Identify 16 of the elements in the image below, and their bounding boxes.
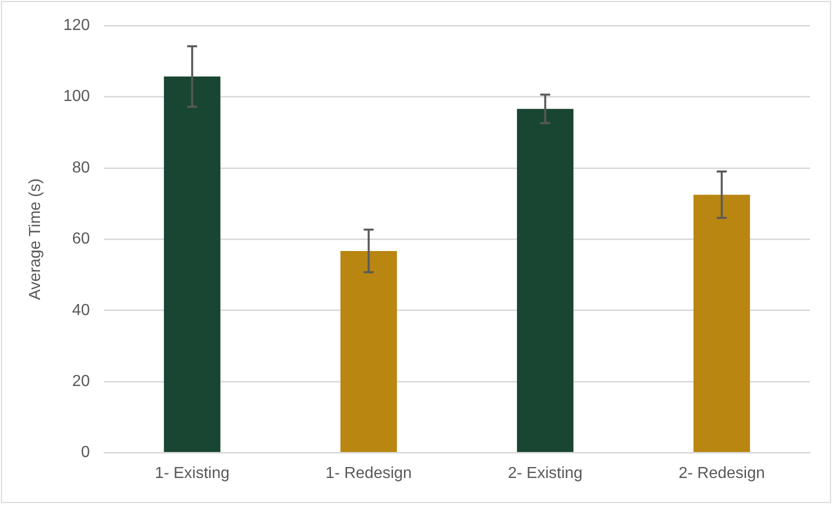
x-tick-label: 1- Redesign xyxy=(326,464,412,482)
y-axis-title: Average Time (s) xyxy=(27,178,44,300)
bar xyxy=(340,250,397,452)
y-tick-label: 40 xyxy=(72,302,90,319)
y-tick-label: 20 xyxy=(72,373,90,390)
bar xyxy=(693,194,750,452)
y-tick-label: 0 xyxy=(80,444,90,462)
y-tick-label: 80 xyxy=(72,159,90,176)
bar xyxy=(516,108,574,452)
y-tick-label: 60 xyxy=(72,230,90,248)
x-tick-label: 2- Existing xyxy=(508,464,583,482)
y-tick-label: 120 xyxy=(63,17,90,34)
x-tick-label: 2- Redesign xyxy=(678,464,765,482)
x-tick-label: 1- Existing xyxy=(154,464,230,482)
bar xyxy=(164,76,220,452)
y-tick-label: 100 xyxy=(63,88,90,106)
